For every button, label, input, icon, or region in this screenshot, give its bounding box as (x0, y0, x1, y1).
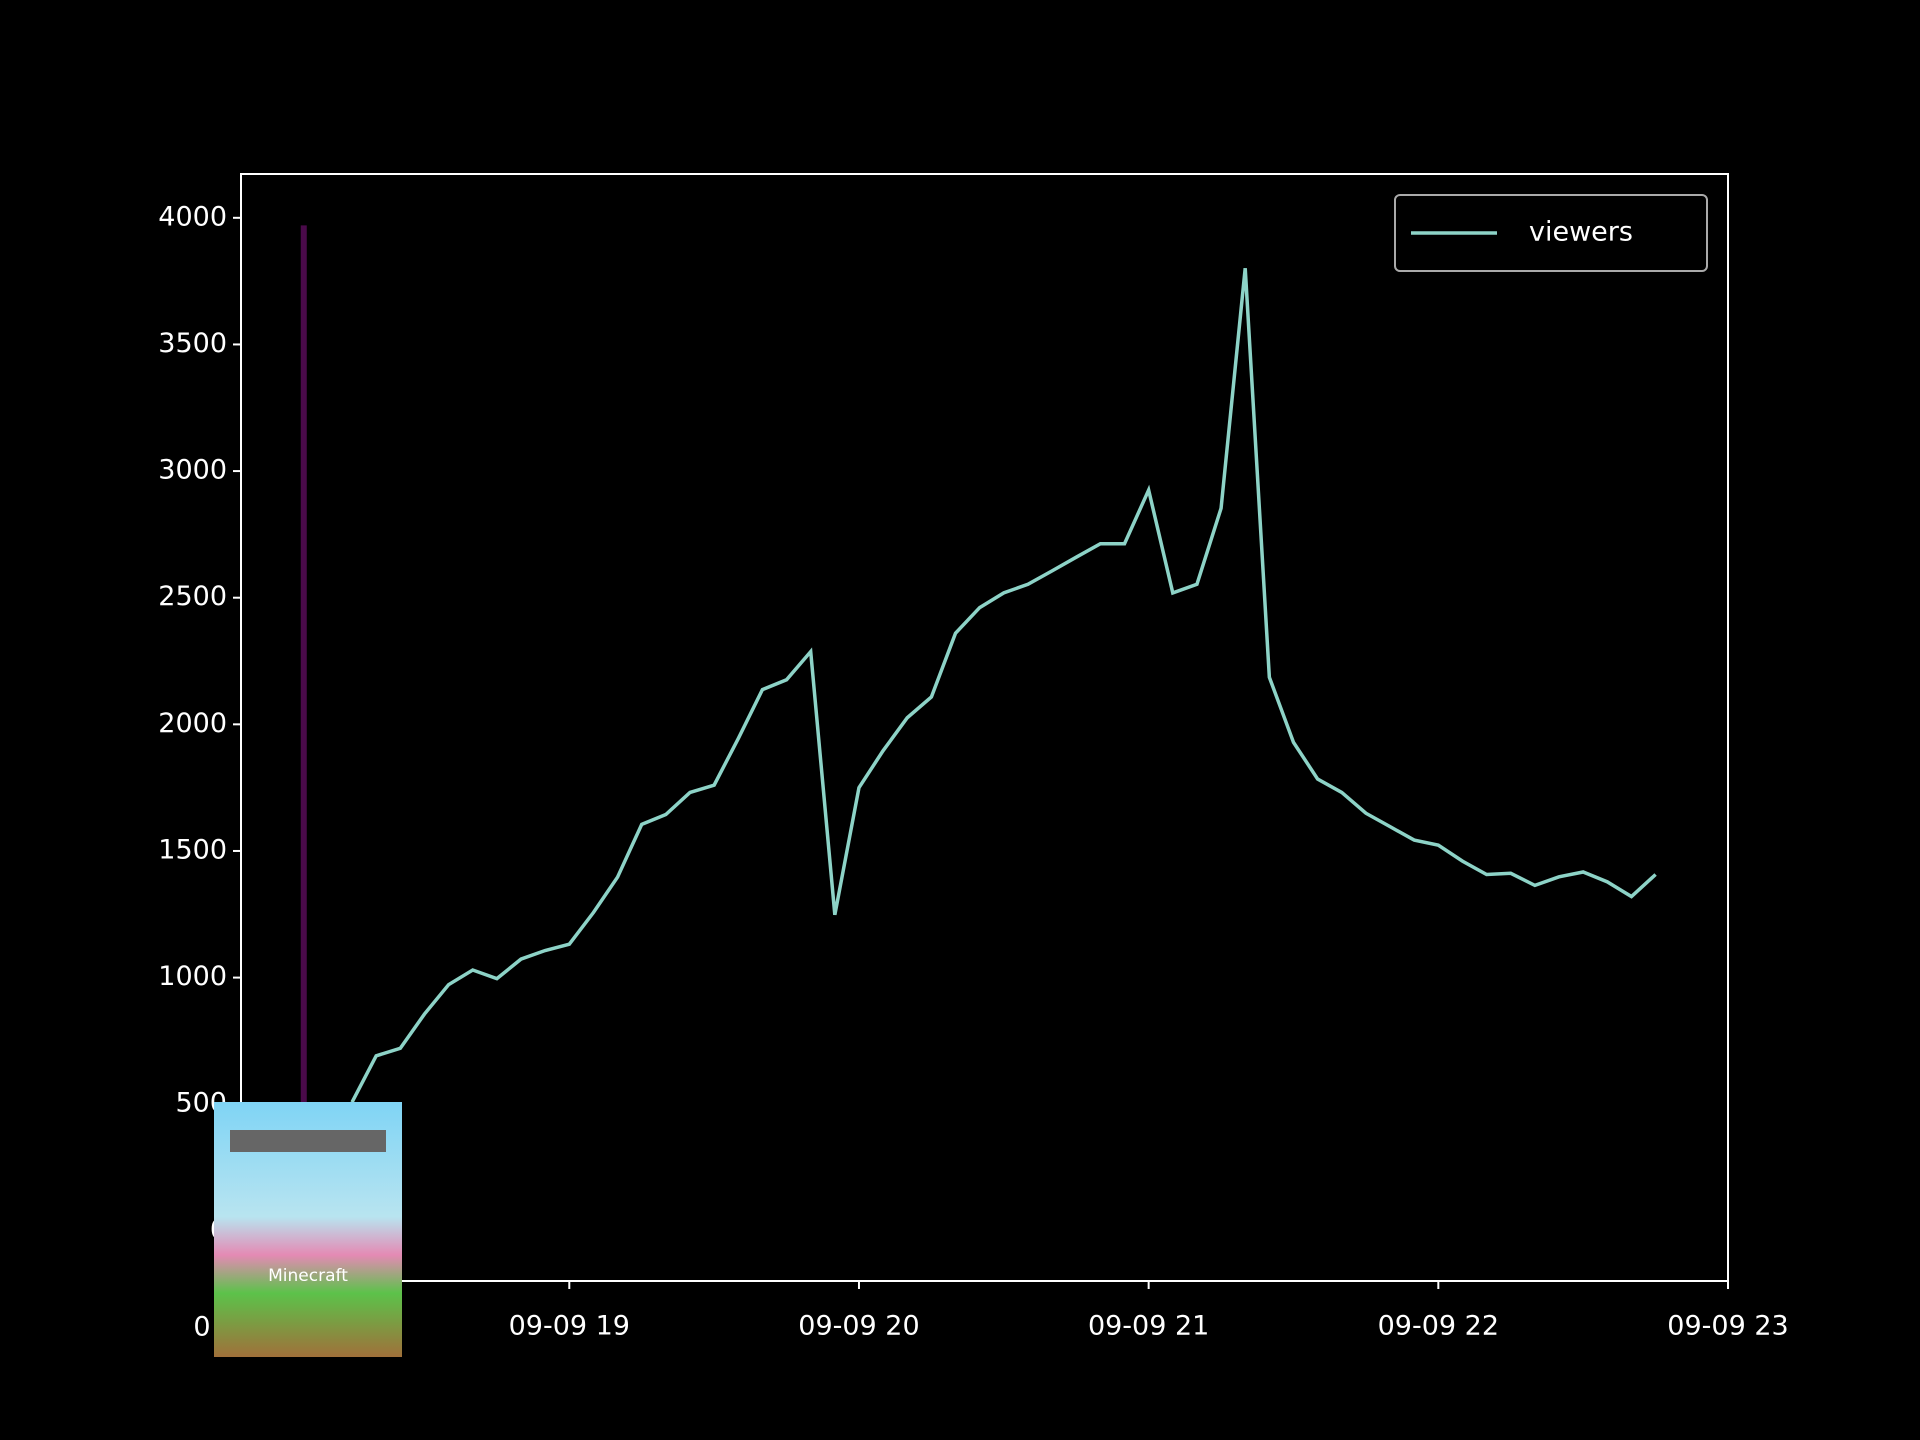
y-tick-label: 2500 (158, 581, 227, 612)
y-tick-label: 1500 (158, 834, 227, 865)
x-tick-label: 09-09 19 (509, 1311, 630, 1342)
y-tick-label: 3500 (158, 328, 227, 359)
legend-box (1394, 194, 1708, 272)
y-tick-label: 1000 (158, 961, 227, 992)
x-tick-label: 09-09 23 (1667, 1311, 1788, 1342)
legend-label: viewers (1529, 217, 1633, 248)
y-tick-label: 4000 (158, 201, 227, 232)
thumbnail-logo (230, 1130, 386, 1152)
y-tick-label: 3000 (158, 455, 227, 486)
x-tick-label: 09-09 21 (1088, 1311, 1209, 1342)
corner-label: 0 (193, 1312, 210, 1343)
x-tick-label: 09-09 20 (798, 1311, 919, 1342)
x-tick-label: 09-09 22 (1378, 1311, 1499, 1342)
line-series (350, 268, 1657, 1104)
game-thumbnail: Minecraft (214, 1102, 402, 1357)
axes-frame (240, 173, 1729, 1282)
plot-area: 0500100015002000250030003500400009-09 19… (158, 194, 1789, 1342)
y-tick-label: 2000 (158, 708, 227, 739)
thumbnail-label: Minecraft (268, 1266, 348, 1286)
